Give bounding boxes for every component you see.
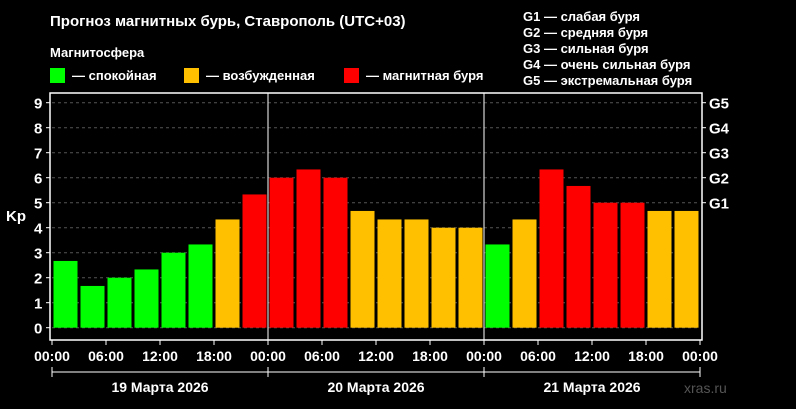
chart-title: Прогноз магнитных бурь, Ставрополь (UTC+… <box>50 13 406 30</box>
kp-bar <box>296 169 321 328</box>
kp-bar <box>512 219 537 328</box>
y-tick-label: 4 <box>34 221 43 238</box>
y-tick-label: 6 <box>34 171 42 188</box>
x-tick-label: 12:00 <box>142 348 178 364</box>
kp-bar <box>53 260 78 328</box>
x-tick-label: 00:00 <box>250 348 286 364</box>
legend-title: Магнитосфера <box>50 45 145 60</box>
x-tick-label: 12:00 <box>574 348 610 364</box>
kp-bar <box>134 269 159 328</box>
x-tick-label: 06:00 <box>88 348 124 364</box>
kp-bar <box>350 210 375 328</box>
day-label: 20 Марта 2026 <box>327 379 424 395</box>
y-axis-label: Kp <box>6 208 26 225</box>
y-tick-label: 7 <box>34 146 42 163</box>
kp-bar <box>458 227 483 328</box>
legend-label: — спокойная <box>72 68 157 83</box>
kp-bar <box>566 185 591 328</box>
x-tick-label: 12:00 <box>358 348 394 364</box>
y-tick-label: 0 <box>34 321 42 338</box>
legend-swatch <box>50 68 65 83</box>
kp-bar <box>620 202 645 328</box>
kp-bar <box>161 252 186 328</box>
kp-bar <box>404 219 429 328</box>
kp-bar <box>593 202 618 328</box>
legend-label: — магнитная буря <box>366 68 483 83</box>
legend-swatch <box>184 68 199 83</box>
x-tick-label: 18:00 <box>196 348 232 364</box>
x-tick-label: 00:00 <box>466 348 502 364</box>
g-tick-label: G1 <box>709 196 729 213</box>
day-label: 21 Марта 2026 <box>543 379 640 395</box>
y-tick-label: 1 <box>34 296 42 313</box>
legend-swatch <box>344 68 359 83</box>
x-tick-label: 18:00 <box>628 348 664 364</box>
g-legend-item: G1 — слабая буря <box>523 9 640 24</box>
y-tick-label: 8 <box>34 121 42 138</box>
g-tick-label: G4 <box>709 121 730 138</box>
kp-bar <box>647 210 672 328</box>
kp-bar <box>107 277 132 328</box>
day-label: 19 Марта 2026 <box>111 379 208 395</box>
y-tick-label: 2 <box>34 271 42 288</box>
kp-bar <box>242 194 267 328</box>
kp-bar <box>539 169 564 328</box>
kp-bar <box>269 177 294 328</box>
kp-bar <box>215 219 240 328</box>
kp-bar <box>323 177 348 328</box>
x-tick-label: 00:00 <box>682 348 718 364</box>
x-tick-label: 18:00 <box>412 348 448 364</box>
g-tick-label: G3 <box>709 146 729 163</box>
kp-bar <box>377 219 402 328</box>
kp-bar <box>485 244 510 328</box>
kp-bar <box>674 210 699 328</box>
x-tick-label: 00:00 <box>34 348 70 364</box>
watermark: xras.ru <box>684 380 727 396</box>
legend-label: — возбужденная <box>206 68 315 83</box>
x-tick-label: 06:00 <box>520 348 556 364</box>
g-legend-item: G5 — экстремальная буря <box>523 73 692 88</box>
y-tick-label: 3 <box>34 246 42 263</box>
g-legend-item: G3 — сильная буря <box>523 41 649 56</box>
kp-bar <box>188 244 213 328</box>
g-legend-item: G2 — средняя буря <box>523 25 648 40</box>
kp-bar <box>431 227 456 328</box>
g-tick-label: G5 <box>709 96 729 113</box>
g-legend-item: G4 — очень сильная буря <box>523 57 690 72</box>
y-tick-label: 5 <box>34 196 42 213</box>
y-tick-label: 9 <box>34 96 42 113</box>
g-tick-label: G2 <box>709 171 729 188</box>
kp-bar <box>80 285 105 328</box>
x-tick-label: 06:00 <box>304 348 340 364</box>
